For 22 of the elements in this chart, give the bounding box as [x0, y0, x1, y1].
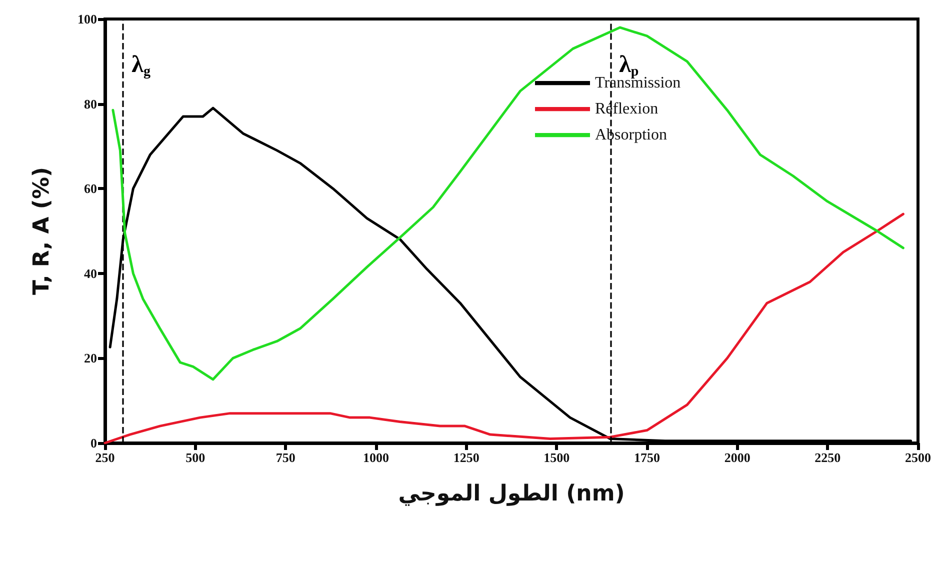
line-series	[112, 26, 904, 381]
x-tick-label: 1250	[453, 450, 480, 465]
x-tick-label: 250	[95, 450, 115, 465]
legend-label: Absorption	[595, 126, 667, 144]
x-tick-label: 1500	[544, 450, 570, 465]
x-tick-label: 750	[276, 450, 296, 465]
y-tick-label: 80	[84, 96, 97, 112]
y-tick-label: 0	[90, 436, 97, 450]
y-tick-label: 100	[78, 12, 97, 26]
x-tick-label: 2250	[814, 450, 841, 465]
line-series	[104, 212, 904, 444]
y-tick-label: 20	[84, 350, 97, 366]
x-tick-label: 1750	[634, 450, 660, 465]
y-tick-label: 40	[84, 266, 97, 281]
y-axis-title: T, R, A (%)	[30, 166, 54, 296]
x-axis-title: الطول الموجي (nm)	[398, 482, 625, 506]
legend-label: Réflexion	[595, 100, 658, 118]
x-tick-label: 2000	[724, 450, 750, 465]
y-tick-label: 60	[84, 181, 97, 196]
x-tick-label: 2500	[905, 450, 931, 465]
x-tick-label: 1000	[363, 450, 389, 465]
x-tick-label: 500	[186, 450, 206, 465]
